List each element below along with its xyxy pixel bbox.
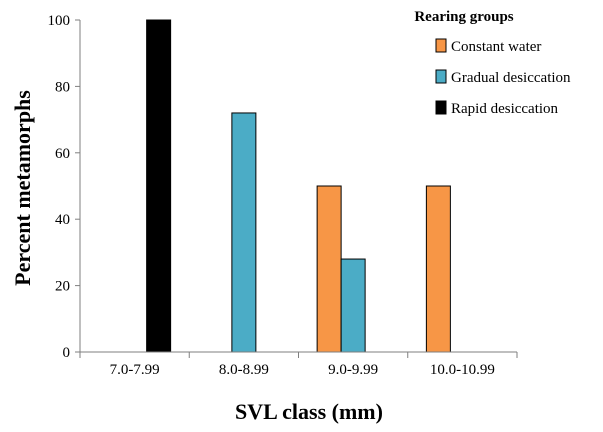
axes [79,20,517,353]
legend-swatch [435,100,447,115]
y-axis-ticks: 0 20 40 60 80 100 [48,13,80,361]
legend-label: Gradual desiccation [451,70,571,86]
legend-label: Constant water [451,39,541,55]
y-tick-label: 80 [55,79,70,95]
bar-constant-water-4 [425,185,451,353]
y-tick-label: 0 [63,345,71,361]
x-axis-title: SVL class (mm) [235,399,383,424]
y-axis-title: Percent metamorphs [10,90,35,286]
legend-title: Rearing groups [414,9,513,25]
x-tick-label: 9.0-9.99 [328,362,378,378]
x-tick-label: 8.0-8.99 [219,362,269,378]
y-tick-label: 20 [55,279,70,295]
legend-label: Rapid desiccation [451,101,559,117]
x-tick-label: 7.0-7.99 [110,362,160,378]
bar-gradual-desiccation-3 [340,258,366,353]
y-tick-label: 60 [55,146,70,162]
legend: Rearing groups Constant water Gradual des… [414,9,571,117]
y-tick-label: 40 [55,212,70,228]
x-axis-ticks: 7.0-7.99 8.0-8.99 9.0-9.99 10.0-10.99 [79,352,518,378]
legend-swatch [435,38,447,53]
bar-rapid-desiccation-1 [146,19,172,353]
bar-constant-water-3 [316,185,342,353]
x-tick-label: 10.0-10.99 [430,362,495,378]
bar-gradual-desiccation-2 [231,112,257,353]
y-tick-label: 100 [48,13,71,29]
legend-swatch [435,69,447,84]
bars [146,19,451,353]
